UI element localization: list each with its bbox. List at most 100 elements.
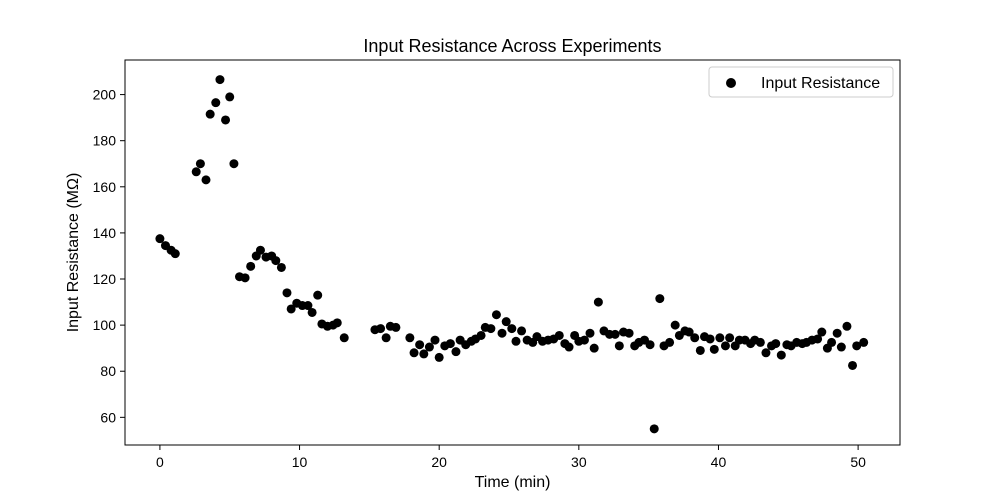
data-point: [511, 336, 521, 346]
data-point: [859, 337, 869, 347]
y-tick-label: 200: [93, 87, 117, 103]
data-point: [430, 335, 440, 345]
data-point: [225, 92, 235, 102]
y-tick-label: 100: [93, 317, 117, 333]
chart-title: Input Resistance Across Experiments: [363, 36, 661, 56]
data-point: [313, 290, 323, 300]
data-point: [842, 321, 852, 331]
data-point: [246, 261, 256, 271]
data-point: [405, 333, 415, 343]
y-tick-label: 180: [93, 133, 117, 149]
data-point: [649, 424, 659, 434]
data-point: [201, 175, 211, 185]
data-point: [585, 328, 595, 338]
data-point: [229, 159, 239, 169]
data-point: [255, 245, 265, 255]
data-point: [554, 330, 564, 340]
data-point: [517, 326, 527, 336]
data-point: [376, 324, 386, 334]
data-point: [486, 324, 496, 334]
data-point: [497, 328, 507, 338]
data-point: [817, 327, 827, 337]
data-point: [215, 75, 225, 85]
x-tick-label: 0: [156, 454, 164, 470]
data-point: [507, 324, 517, 334]
data-point: [451, 347, 461, 357]
data-point: [155, 234, 165, 244]
data-point: [339, 333, 349, 343]
data-point: [564, 342, 574, 352]
data-point: [624, 328, 634, 338]
data-point: [715, 333, 725, 343]
data-point: [589, 343, 599, 353]
data-point: [286, 304, 296, 314]
data-point: [491, 310, 501, 320]
data-point: [434, 352, 444, 362]
data-point: [827, 337, 837, 347]
data-point: [645, 340, 655, 350]
x-tick-label: 50: [850, 454, 866, 470]
data-point: [725, 333, 735, 343]
data-points: [155, 75, 869, 434]
data-point: [501, 317, 511, 327]
data-point: [813, 334, 823, 344]
data-point: [191, 167, 201, 177]
x-axis-label: Time (min): [475, 474, 551, 491]
data-point: [211, 98, 221, 108]
data-point: [271, 256, 281, 266]
data-point: [848, 360, 858, 370]
y-tick-label: 160: [93, 179, 117, 195]
data-point: [593, 297, 603, 307]
y-axis-ticks: 60 80 100 120 140 160 180 200: [93, 87, 125, 425]
data-point: [282, 288, 292, 298]
data-point: [307, 307, 317, 317]
data-point: [381, 333, 391, 343]
data-point: [221, 115, 231, 125]
data-point: [205, 109, 215, 119]
data-point: [332, 318, 342, 328]
data-point: [852, 341, 862, 351]
x-tick-label: 40: [711, 454, 727, 470]
legend-marker: [726, 78, 736, 88]
data-point: [419, 349, 429, 359]
data-point: [391, 322, 401, 332]
y-tick-label: 120: [93, 271, 117, 287]
x-tick-label: 20: [431, 454, 447, 470]
y-tick-label: 140: [93, 225, 117, 241]
data-point: [276, 262, 286, 272]
y-tick-label: 60: [100, 409, 116, 425]
data-point: [670, 320, 680, 330]
data-point: [655, 294, 665, 304]
x-tick-label: 10: [292, 454, 308, 470]
data-point: [415, 340, 425, 350]
data-point: [195, 159, 205, 169]
data-point: [695, 345, 705, 355]
data-point: [761, 348, 771, 358]
x-axis-ticks: 0 10 20 30 40 50: [156, 445, 866, 470]
data-point: [720, 341, 730, 351]
data-point: [690, 333, 700, 343]
data-point: [476, 330, 486, 340]
data-point: [684, 327, 694, 337]
data-point: [579, 335, 589, 345]
plot-area: [124, 59, 901, 446]
data-point: [832, 328, 842, 338]
data-point: [665, 337, 675, 347]
data-point: [755, 337, 765, 347]
data-point: [409, 348, 419, 358]
y-tick-label: 80: [100, 363, 116, 379]
data-point: [771, 339, 781, 349]
data-point: [709, 344, 719, 354]
legend-box: [708, 66, 894, 98]
data-point: [614, 341, 624, 351]
data-point: [240, 273, 250, 283]
data-point: [170, 249, 180, 259]
y-axis-label: Input Resistance (MΩ): [65, 173, 82, 333]
legend-label: Input Resistance: [761, 75, 880, 92]
data-point: [424, 342, 434, 352]
data-point: [705, 334, 715, 344]
data-point: [445, 339, 455, 349]
data-point: [776, 350, 786, 360]
data-point: [836, 342, 846, 352]
